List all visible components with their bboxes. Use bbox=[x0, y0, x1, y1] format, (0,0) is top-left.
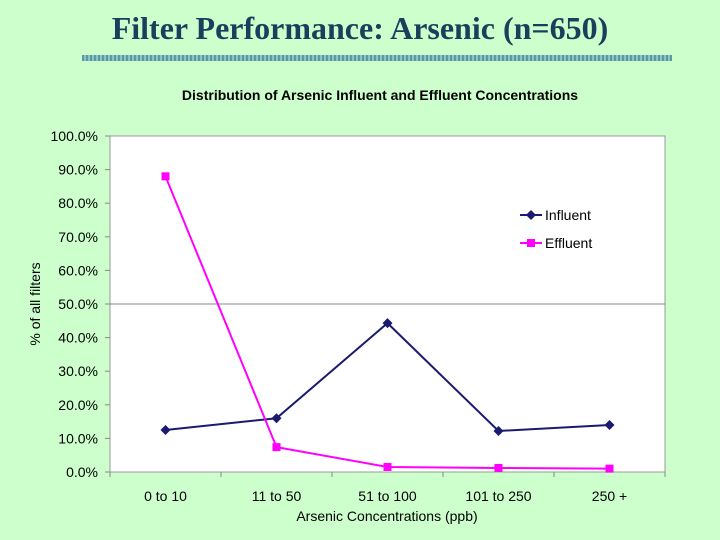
influent-point bbox=[160, 425, 171, 435]
legend: Influent Effluent bbox=[520, 207, 592, 251]
y-tick-label: 70.0% bbox=[58, 229, 98, 245]
effluent-point bbox=[383, 462, 392, 471]
y-tick-label: 90.0% bbox=[58, 162, 98, 178]
series-layer bbox=[160, 172, 615, 473]
influent-point bbox=[271, 413, 282, 424]
y-tick-label: 50.0% bbox=[58, 296, 98, 312]
legend-influent-label: Influent bbox=[545, 207, 591, 223]
y-tick-label: 20.0% bbox=[58, 397, 98, 413]
influent-point bbox=[382, 318, 393, 329]
x-axis-label: Arsenic Concentrations (ppb) bbox=[296, 508, 477, 524]
y-tick-label: 30.0% bbox=[58, 363, 98, 379]
y-tick-label: 80.0% bbox=[58, 195, 98, 211]
title-underline bbox=[82, 55, 672, 61]
y-tick-label: 40.0% bbox=[58, 330, 98, 346]
y-tick-label: 0.0% bbox=[66, 464, 98, 480]
y-axis-ticks: 0.0% 10.0% 20.0% 30.0% 40.0% 50.0% 60.0% 70.0% 8… bbox=[51, 128, 110, 480]
effluent-point bbox=[605, 464, 614, 473]
x-tick-label: 101 to 250 bbox=[465, 488, 531, 504]
slide-title: Filter Performance: Arsenic (n=650) bbox=[111, 10, 609, 46]
x-tick-label: 250 + bbox=[592, 488, 627, 504]
influent-point bbox=[604, 419, 615, 430]
x-axis-ticks: 0 to 10 11 to 50 51 to 100 101 to 250 250 + bbox=[109, 472, 666, 504]
y-tick-label: 10.0% bbox=[58, 430, 98, 446]
y-axis-label: % of all filters bbox=[27, 262, 43, 345]
x-tick-label: 0 to 10 bbox=[144, 488, 187, 504]
y-tick-label: 60.0% bbox=[58, 262, 98, 278]
legend-effluent-marker bbox=[527, 239, 535, 247]
legend-influent-marker bbox=[526, 210, 536, 220]
influent-point bbox=[493, 426, 504, 437]
effluent-point bbox=[161, 172, 170, 181]
chart-title: Distribution of Arsenic Influent and Eff… bbox=[182, 87, 578, 103]
y-tick-label: 100.0% bbox=[51, 128, 98, 144]
legend-effluent-label: Effluent bbox=[545, 235, 592, 251]
x-tick-label: 11 to 50 bbox=[252, 488, 302, 504]
effluent-point bbox=[494, 463, 503, 472]
x-tick-label: 51 to 100 bbox=[358, 488, 417, 504]
effluent-point bbox=[272, 443, 281, 452]
